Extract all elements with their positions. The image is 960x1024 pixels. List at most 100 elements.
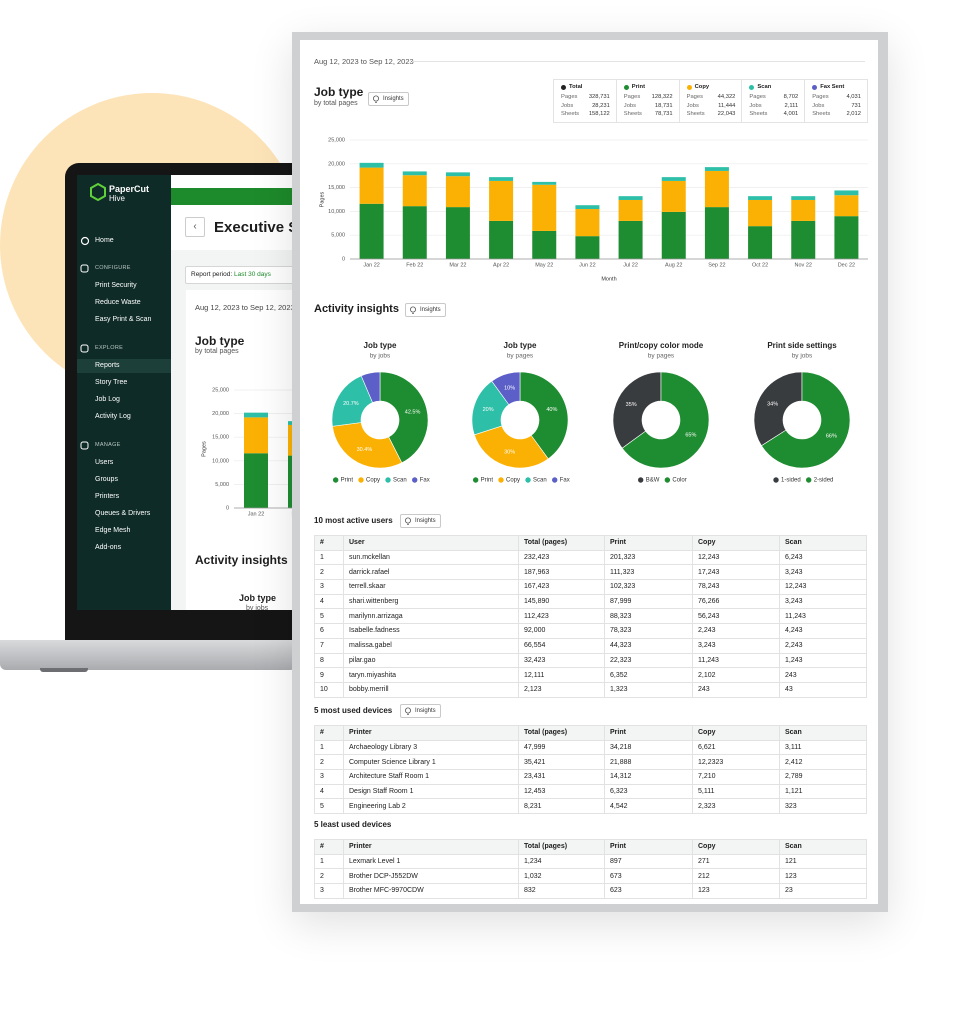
column-header: Print [604, 725, 693, 741]
table-cell: 123 [779, 868, 867, 885]
table-cell: 12,243 [692, 549, 780, 566]
table-row: 10 bobby.merrill 2,123 1,323 243 43 [314, 681, 867, 698]
bar-segment [834, 190, 859, 196]
y-tick-label: 20,000 [328, 161, 345, 167]
table-row: 3 terrell.skaar 167,423 102,323 78,243 12,243 [314, 579, 867, 595]
table-cell: 6,323 [604, 783, 693, 800]
bar-segment [489, 177, 514, 181]
table-cell: 1,243 [779, 652, 867, 669]
legend-dot [385, 477, 391, 483]
table-row: 1 sun.mckellan 232,423 201,323 12,243 6,243 [314, 549, 867, 566]
table-header-row: # User Total (pages) Print Copy Scan [314, 535, 867, 551]
home-icon-shape [80, 236, 90, 246]
stat-value: 128,322 [651, 94, 673, 100]
table-cell: 56,243 [692, 608, 780, 625]
donut-slice [379, 371, 429, 464]
insights-button[interactable]: Insights [400, 514, 441, 528]
column-header: Copy [692, 535, 780, 551]
nav-item[interactable]: Job Log [95, 396, 120, 403]
nav-item[interactable]: Story Tree [95, 379, 128, 386]
nav-item[interactable]: Groups [95, 476, 118, 483]
period-label: Report period: [191, 271, 233, 278]
nav-item[interactable]: Edge Mesh [95, 527, 131, 534]
table-cell: 7,210 [692, 769, 780, 785]
bar-segment [489, 180, 514, 221]
table-row: 3 Architecture Staff Room 1 23,431 14,312 7,… [314, 769, 867, 785]
table-cell: 12,2323 [692, 754, 780, 771]
insights-button[interactable]: Insights [405, 303, 446, 317]
slice-label: 34% [767, 401, 778, 407]
nav-item[interactable]: Printers [95, 493, 120, 500]
nav-item[interactable]: Home [95, 237, 114, 244]
legend-dot [686, 85, 692, 90]
table-cell: 21,888 [604, 754, 693, 771]
x-tick-label: Dec 22 [838, 262, 855, 268]
donut-slice [761, 371, 851, 469]
legend-dot [561, 85, 566, 90]
table-cell: 897 [604, 853, 693, 870]
legend-dot [525, 477, 531, 483]
legend-dot [773, 477, 779, 483]
table-cell: 1 [314, 739, 344, 756]
nav-item[interactable]: Activity Log [95, 413, 131, 420]
table-cell: 12,453 [518, 783, 605, 800]
bulb-shape [373, 95, 379, 102]
bulb-shape [405, 517, 411, 524]
logo-hexagon [90, 183, 106, 201]
x-tick-label: Jan 22 [363, 262, 380, 268]
x-tick-label: Jan 22 [248, 511, 265, 517]
stat-label: Sheets [812, 111, 831, 117]
stat-label: Jobs [561, 102, 574, 109]
slice-label: 10% [504, 386, 515, 392]
table-cell: 2,412 [779, 754, 867, 771]
table-cell: Engineering Lab 2 [343, 798, 519, 815]
bar-segment [834, 216, 859, 259]
table-cell: 6,621 [692, 739, 780, 756]
bar-segment [359, 167, 384, 204]
x-tick-label: May 22 [535, 262, 553, 268]
table-cell: 43 [779, 681, 867, 698]
insights-button[interactable]: Insights [400, 704, 441, 718]
x-tick-label: Aug 22 [665, 262, 682, 268]
table-cell: 123 [692, 883, 780, 899]
legend-label: 2-sided [814, 478, 834, 484]
table-cell: 22,323 [604, 652, 693, 669]
donut-title: Job type [504, 341, 537, 350]
table-cell: 4 [314, 593, 344, 610]
back-button[interactable]: ‹ [185, 217, 205, 237]
bar-segment [661, 177, 686, 181]
table-cell: 76,266 [692, 593, 780, 610]
slice-label: 65% [685, 433, 696, 439]
nav-item[interactable]: Add-ons [95, 544, 122, 551]
insights-button[interactable]: Insights [368, 92, 409, 106]
nav-item[interactable]: Print Security [95, 282, 137, 289]
table-cell: 7 [314, 637, 344, 654]
bar-segment [791, 199, 816, 221]
bar-segment [748, 199, 773, 227]
slice-label: 66% [826, 434, 837, 440]
donut-slice [612, 371, 662, 449]
bar-segment [445, 172, 470, 177]
y-tick-label: 5,000 [331, 233, 345, 239]
table-cell: 17,243 [692, 564, 780, 581]
table-cell: 6,243 [779, 549, 867, 566]
nav-item[interactable]: Reduce Waste [95, 299, 141, 306]
table-cell: pilar.gao [343, 652, 519, 669]
table-cell: Brother DCP-J552DW [343, 868, 519, 885]
nav-item[interactable]: Users [95, 459, 114, 466]
donut-slice [491, 371, 521, 406]
nav-highlight [77, 359, 171, 373]
period-select[interactable]: Report period: Last 30 days [185, 266, 305, 284]
stat-label: Pages [561, 94, 578, 100]
bar-chart: 0 5,000 10,000 15,000 20,000 25,000 Pages Jan 2… [319, 137, 868, 282]
y-tick-label: 5,000 [215, 482, 229, 488]
y-axis-label: Pages [201, 441, 207, 457]
nav-item[interactable]: Easy Print & Scan [95, 316, 152, 323]
slice-label: 42.5% [405, 410, 421, 416]
nav-item[interactable]: Reports [95, 362, 120, 369]
table-cell: 3,243 [779, 564, 867, 581]
nav-item[interactable]: Queues & Drivers [95, 510, 151, 517]
bar-segment [748, 196, 773, 200]
table-row: 1 Lexmark Level 1 1,234 897 271 121 [314, 853, 867, 870]
